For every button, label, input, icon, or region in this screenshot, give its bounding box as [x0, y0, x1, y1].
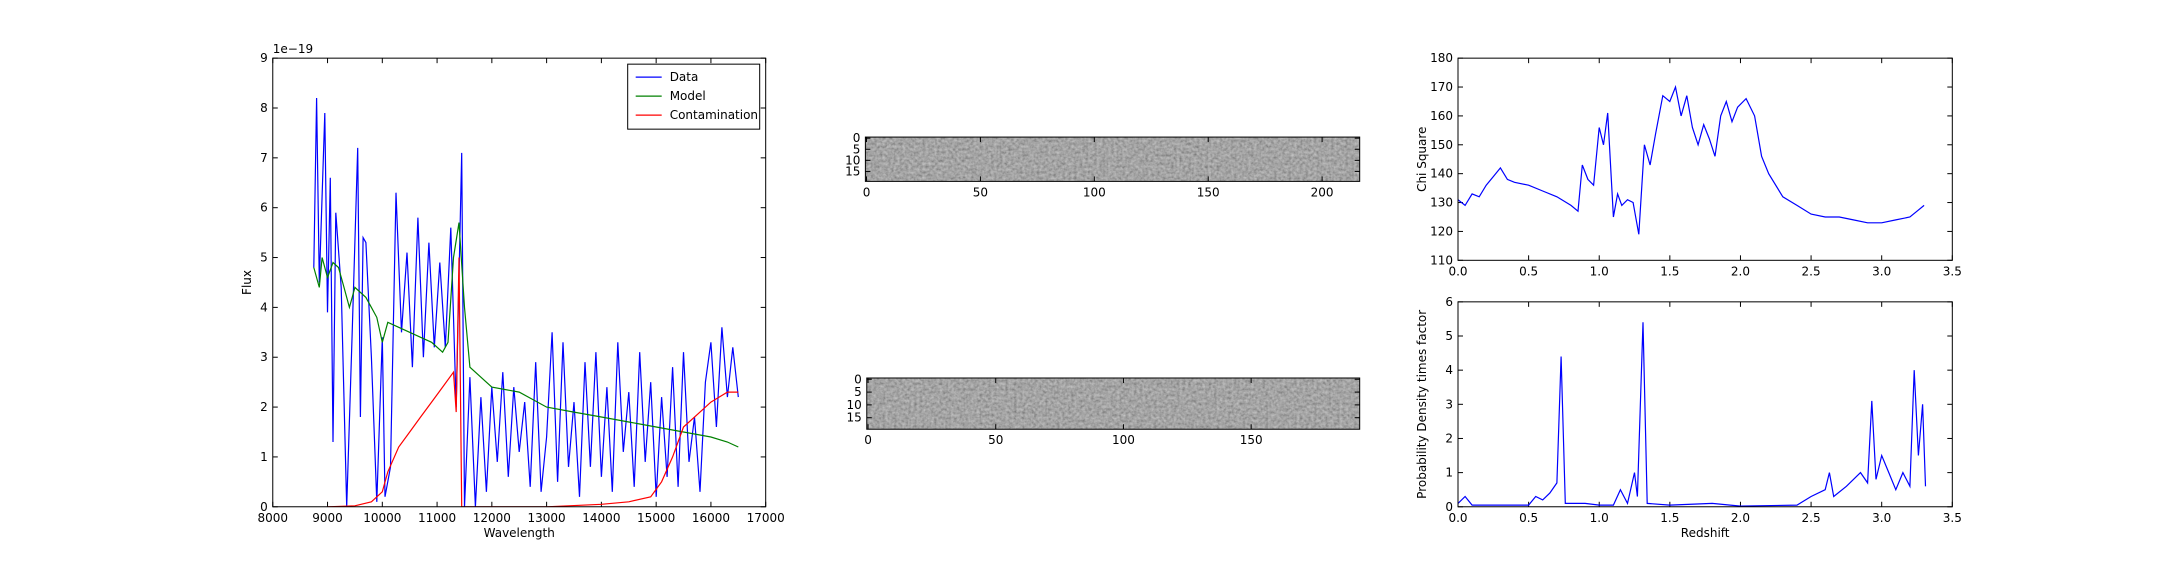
- x-tick-label: 13000: [528, 511, 566, 525]
- y-tick-label: 130: [1430, 196, 1453, 210]
- y-tick-label: 5: [260, 251, 268, 265]
- x-tick-label: 3.0: [1872, 264, 1891, 278]
- legend-label: Model: [670, 89, 706, 103]
- y-tick-label: 10: [845, 153, 860, 167]
- y-tick-label: 7: [260, 151, 268, 165]
- y-tick-label: 150: [1430, 138, 1453, 152]
- x-tick-label: 0: [864, 433, 872, 447]
- spectrum-image: [866, 378, 1360, 430]
- y-tick-label: 0: [854, 372, 862, 386]
- axes: 0.0 0.5 1.0 1.5 2.0 2.5 3.0 3.5 0 1 2 3 4 5 6 Redshift P…: [1415, 295, 1962, 540]
- x-tick-label: 150: [1240, 433, 1263, 447]
- series-line: [313, 97, 739, 507]
- x-tick-label: 2.5: [1802, 264, 1821, 278]
- x-tick-label: 0.0: [1448, 511, 1467, 525]
- x-tick-label: 1.5: [1660, 264, 1679, 278]
- y-axis-label: Probability Density times factor: [1415, 310, 1429, 499]
- y-tick-label: 2: [260, 400, 268, 414]
- x-tick-label: 8000: [257, 511, 288, 525]
- x-tick-label: 3.0: [1872, 511, 1891, 525]
- y-tick-label: 3: [260, 350, 268, 364]
- x-tick-label: 3.5: [1943, 511, 1962, 525]
- x-tick-label: 1.0: [1590, 264, 1609, 278]
- x-tick-label: 0.5: [1519, 264, 1538, 278]
- x-tick-label: 14000: [582, 511, 620, 525]
- x-tick-label: 2.0: [1731, 264, 1750, 278]
- y-tick-label: 6: [260, 201, 268, 215]
- y-tick-label: 1: [1445, 466, 1453, 480]
- y-axis-label: Chi Square: [1415, 127, 1429, 192]
- x-tick-label: 100: [1112, 433, 1135, 447]
- axes: 8000 9000 10000 11000 12000 13000 14000 15000 16…: [240, 42, 785, 540]
- x-tick-label: 0: [863, 185, 871, 199]
- y-axis-label: Flux: [240, 270, 254, 295]
- y-tick-label: 15: [846, 411, 861, 425]
- legend-label: Data: [670, 70, 699, 84]
- y-tick-label: 10: [846, 398, 861, 412]
- axes-frame: [1457, 301, 1953, 508]
- y-tick-label: 160: [1430, 109, 1453, 123]
- x-tick-label: 50: [973, 185, 988, 199]
- x-tick-label: 17000: [747, 511, 785, 525]
- y-tick-label: 140: [1430, 167, 1453, 181]
- x-tick-label: 11000: [418, 511, 456, 525]
- series-line: [1458, 84, 1925, 235]
- y-tick-label: 0: [1445, 500, 1453, 514]
- y-tick-label: 15: [845, 164, 860, 178]
- x-tick-label: 16000: [692, 511, 730, 525]
- y-tick-label: 8: [260, 101, 268, 115]
- x-tick-label: 9000: [312, 511, 343, 525]
- y-tick-label: 4: [260, 300, 268, 314]
- x-tick-label: 50: [988, 433, 1003, 447]
- offset-text: 1e−19: [273, 42, 313, 56]
- axes: 0.0 0.5 1.0 1.5 2.0 2.5 3.0 3.5 110 120 130 140 150 1…: [1415, 51, 1962, 278]
- y-tick-label: 9: [260, 51, 268, 65]
- series-line: [313, 222, 739, 448]
- y-tick-label: 120: [1430, 224, 1453, 238]
- spectrum-image: [865, 137, 1360, 182]
- x-tick-label: 200: [1311, 185, 1334, 199]
- x-tick-label: 10000: [363, 511, 401, 525]
- y-tick-label: 110: [1430, 253, 1453, 267]
- x-tick-label: 1.5: [1660, 511, 1679, 525]
- x-tick-label: 15000: [637, 511, 675, 525]
- y-tick-label: 5: [1445, 329, 1453, 343]
- y-tick-label: 180: [1430, 51, 1453, 65]
- series-line: [327, 257, 739, 507]
- y-tick-label: 4: [1445, 363, 1453, 377]
- x-tick-label: 2.5: [1802, 511, 1821, 525]
- x-tick-label: 12000: [473, 511, 511, 525]
- x-tick-label: 100: [1083, 185, 1106, 199]
- y-tick-label: 6: [1445, 295, 1453, 309]
- y-tick-label: 5: [854, 385, 862, 399]
- y-tick-label: 0: [853, 131, 861, 145]
- axes-frame: [272, 57, 767, 508]
- x-tick-label: 3.5: [1943, 264, 1962, 278]
- y-tick-label: 3: [1445, 397, 1453, 411]
- series-line: [1458, 322, 1927, 507]
- axes-frame: [1457, 57, 1953, 261]
- x-tick-label: 2.0: [1731, 511, 1750, 525]
- x-axis-label: Wavelength: [484, 526, 555, 540]
- y-tick-label: 0: [260, 500, 268, 514]
- y-tick-label: 5: [853, 142, 861, 156]
- image-shade: [865, 137, 1360, 182]
- axes-frame: [866, 377, 1361, 430]
- y-tick-label: 1: [260, 450, 268, 464]
- axes-frame: [864, 136, 1361, 182]
- image-shade: [866, 378, 1360, 430]
- x-tick-label: 1.0: [1590, 511, 1609, 525]
- x-tick-label: 150: [1197, 185, 1220, 199]
- x-tick-label: 0.5: [1519, 511, 1538, 525]
- legend-label: Contamination: [670, 108, 758, 122]
- x-axis-label: Redshift: [1681, 526, 1730, 540]
- y-tick-label: 2: [1445, 431, 1453, 445]
- y-tick-label: 170: [1430, 80, 1453, 94]
- x-tick-label: 0.0: [1448, 264, 1467, 278]
